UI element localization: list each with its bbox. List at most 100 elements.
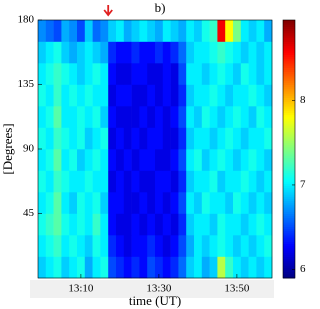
cell — [264, 106, 273, 128]
cell — [186, 213, 195, 236]
colorbar-step — [283, 45, 295, 49]
cell — [170, 84, 179, 107]
cell — [155, 41, 164, 64]
cell — [61, 84, 70, 107]
cell — [38, 213, 47, 236]
cell — [92, 20, 101, 42]
cell — [108, 106, 117, 128]
cell — [61, 256, 70, 279]
cell — [201, 127, 210, 150]
cell — [201, 41, 210, 64]
cell — [69, 127, 78, 150]
cell — [45, 20, 54, 42]
cell — [209, 256, 218, 279]
cell — [248, 41, 257, 64]
y-tick-label: 180 — [18, 14, 35, 26]
colorbar-step — [283, 241, 295, 245]
cell — [53, 213, 62, 236]
cell — [201, 20, 210, 42]
colorbar-step — [283, 170, 295, 174]
colorbar-step — [283, 101, 295, 105]
colorbar-step — [283, 155, 295, 159]
cell — [84, 235, 93, 257]
cell — [194, 170, 203, 193]
colorbar-step — [283, 239, 295, 242]
cell — [209, 192, 218, 214]
cell — [217, 256, 226, 279]
cell — [131, 170, 140, 193]
cell — [162, 63, 171, 85]
cell — [256, 63, 265, 85]
colorbar-step — [283, 151, 295, 154]
cell — [162, 127, 171, 150]
cell — [201, 84, 210, 107]
cell — [256, 170, 265, 193]
colorbar-step — [283, 84, 295, 88]
cell — [209, 20, 218, 42]
cell — [147, 41, 156, 64]
cell — [240, 192, 249, 214]
cell — [131, 256, 140, 279]
cell — [256, 84, 265, 107]
cell — [178, 256, 187, 279]
cell — [225, 170, 234, 193]
cell — [84, 256, 93, 279]
colorbar-frame — [282, 19, 296, 279]
cell — [155, 63, 164, 85]
colorbar-step — [283, 198, 295, 202]
cell — [92, 127, 101, 150]
cell — [69, 41, 78, 64]
cell — [248, 84, 257, 107]
colorbar-step — [283, 123, 295, 126]
cell — [123, 63, 132, 85]
x-tick-label: 13:10 — [68, 283, 94, 295]
cell — [217, 235, 226, 257]
cell — [233, 192, 242, 214]
cell — [155, 235, 164, 257]
cell — [186, 84, 195, 107]
cell — [248, 63, 257, 85]
cell — [45, 149, 54, 171]
colorbar-step — [283, 213, 295, 217]
colorbar-step — [283, 211, 295, 214]
cell — [194, 41, 203, 64]
colorbar-step — [283, 60, 295, 64]
cell — [201, 149, 210, 171]
cell — [162, 235, 171, 257]
cell — [233, 170, 242, 193]
cell — [194, 192, 203, 214]
cell — [155, 106, 164, 128]
cell — [69, 149, 78, 171]
colorbar-step — [283, 196, 295, 199]
cell — [131, 106, 140, 128]
cell — [131, 127, 140, 150]
cell — [248, 127, 257, 150]
cell — [69, 84, 78, 107]
cell — [162, 84, 171, 107]
colorbar-step — [283, 110, 295, 113]
cell — [38, 149, 47, 171]
colorbar-step — [283, 28, 295, 32]
colorbar-step — [283, 93, 295, 96]
cell — [147, 235, 156, 257]
cell — [264, 20, 273, 42]
cell — [116, 63, 125, 85]
cell — [38, 192, 47, 214]
cell — [131, 84, 140, 107]
cell — [108, 213, 117, 236]
cell — [84, 170, 93, 193]
cell — [240, 256, 249, 279]
cell — [178, 20, 187, 42]
cell — [61, 149, 70, 171]
cell — [100, 20, 109, 42]
cell — [38, 41, 47, 64]
cell — [147, 20, 156, 42]
cell — [100, 256, 109, 279]
cell — [38, 235, 47, 257]
x-axis-label: time (UT) — [129, 293, 181, 308]
cell — [240, 41, 249, 64]
cell — [77, 106, 86, 128]
cell — [147, 213, 156, 236]
cell — [131, 63, 140, 85]
cell — [108, 235, 117, 257]
